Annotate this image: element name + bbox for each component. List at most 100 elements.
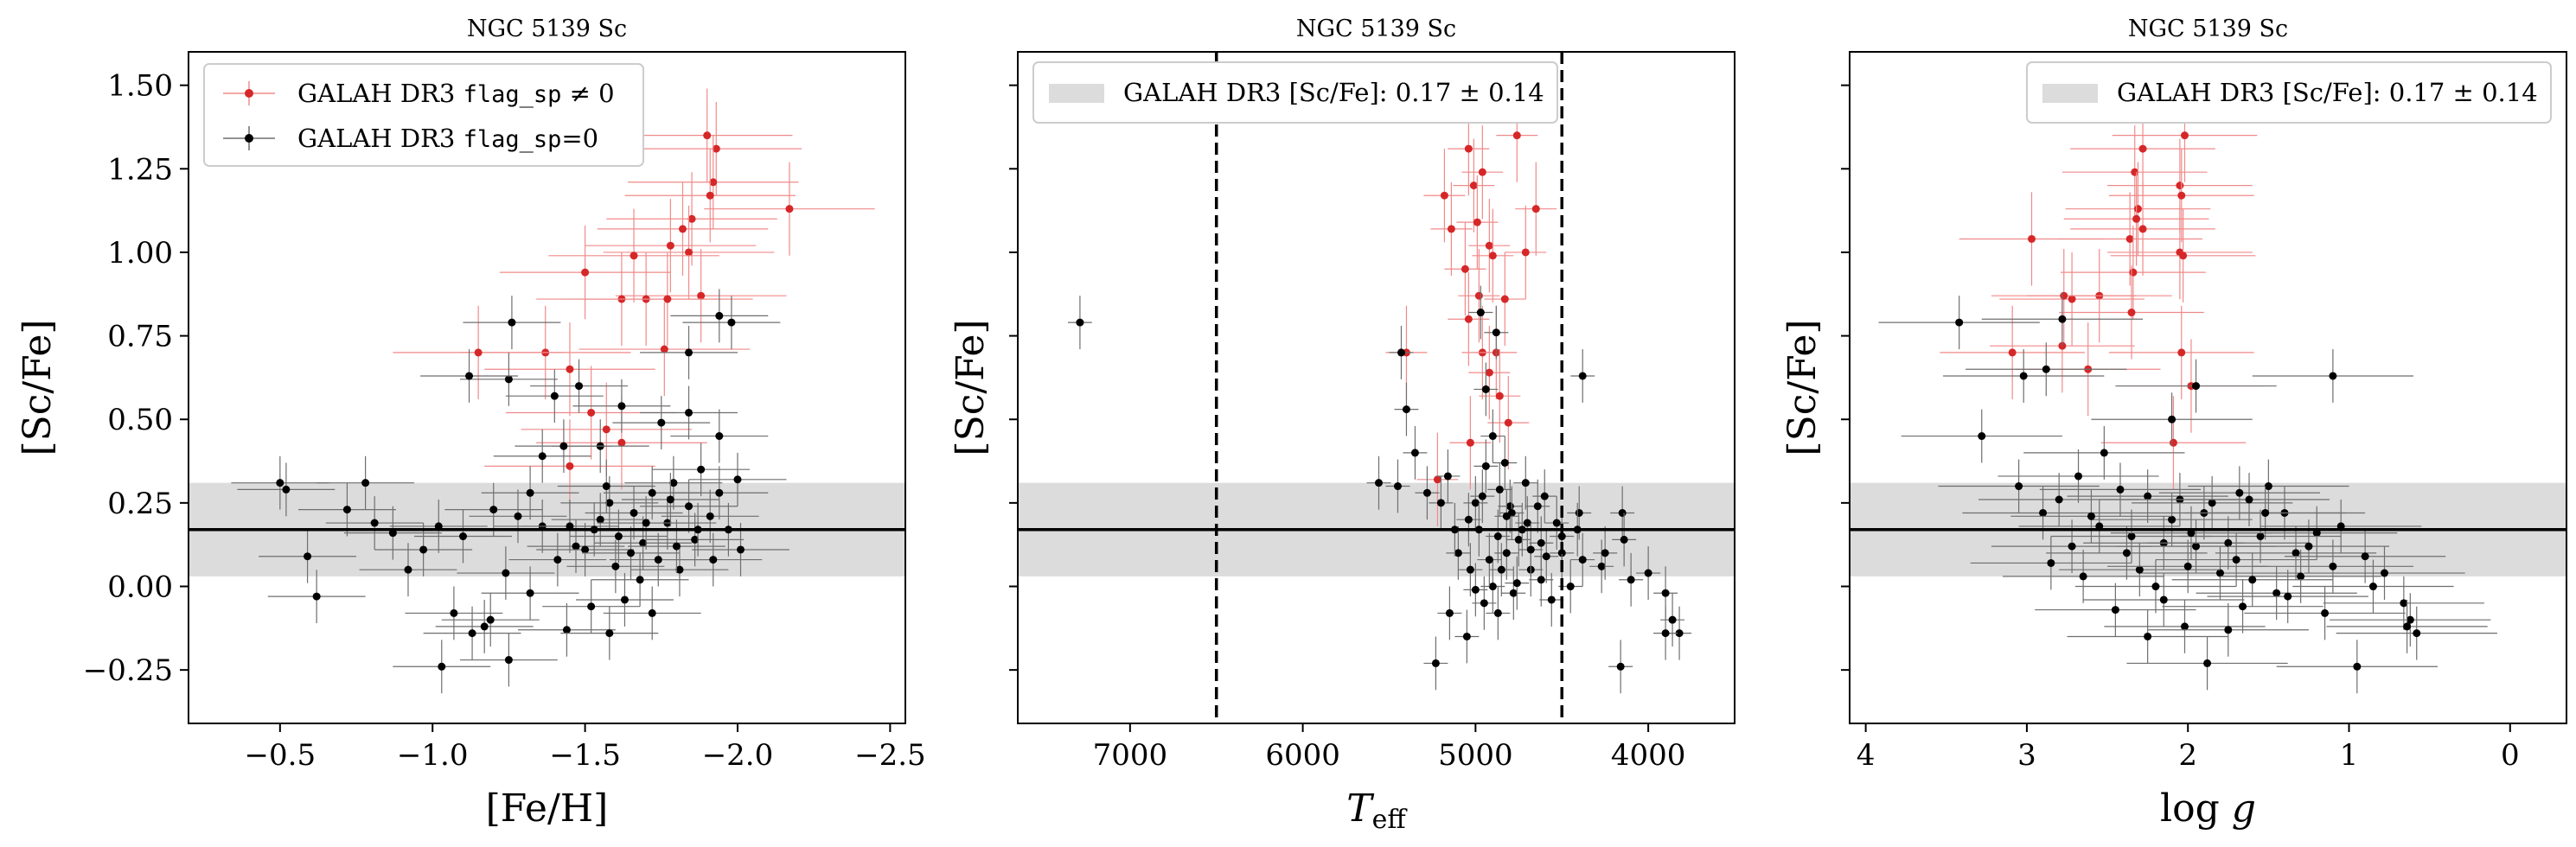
data-point (2192, 542, 2201, 551)
legend-box (2026, 61, 2552, 124)
data-point (2400, 599, 2408, 608)
data-point (1447, 225, 1455, 233)
data-point (575, 382, 584, 391)
data-point (1512, 579, 1521, 588)
data-point (1620, 535, 1628, 544)
data-point (663, 295, 672, 303)
data-point (666, 241, 674, 250)
data-point (709, 556, 718, 564)
data-point (2151, 583, 2160, 591)
data-point (1464, 315, 1473, 323)
data-point (648, 608, 656, 617)
data-point (1509, 589, 1518, 597)
data-point (2272, 589, 2281, 597)
data-point (2361, 552, 2369, 561)
data-point (2169, 438, 2177, 447)
data-point (2019, 372, 2028, 380)
x-axis-label: log g (2160, 786, 2256, 831)
data-point (2133, 205, 2142, 213)
legend-band-swatch (1049, 84, 1104, 103)
panel-1: −0.5 −1.0 −1.5 −2.0 −2.5 −0.25 0.00 0.25 0.50 0.7… (16, 16, 926, 831)
data-point (2127, 309, 2136, 317)
data-point (2239, 602, 2247, 611)
data-point (648, 488, 656, 497)
data-point (2353, 662, 2362, 671)
data-point (2042, 365, 2050, 373)
data-point (1500, 458, 1509, 467)
data-point (1521, 248, 1530, 257)
data-point (304, 552, 312, 561)
data-point (1552, 519, 1561, 527)
data-point (687, 214, 696, 223)
data-point (1547, 595, 1556, 604)
data-point (1461, 264, 1469, 273)
data-point (660, 345, 668, 353)
data-point (617, 438, 626, 447)
data-point (627, 549, 636, 557)
x-tick-label: 6000 (1265, 738, 1340, 773)
data-point (1422, 488, 1431, 497)
data-point (2008, 348, 2017, 357)
data-point (733, 475, 742, 484)
data-point (2055, 495, 2063, 504)
data-point (1473, 218, 1481, 226)
data-point (2329, 372, 2337, 380)
x-tick-label: 2 (2178, 738, 2197, 773)
data-point (581, 545, 590, 554)
data-point (1644, 569, 1652, 577)
data-point (2183, 562, 2192, 570)
x-tick-label: −0.5 (245, 738, 316, 773)
data-point (504, 656, 513, 665)
data-point (1393, 482, 1402, 491)
data-point (2203, 659, 2212, 667)
axes-frame (188, 51, 906, 724)
data-point (727, 318, 736, 327)
data-point (1445, 608, 1454, 617)
data-point (2087, 512, 2095, 520)
data-point (1481, 385, 1490, 393)
data-point (737, 545, 745, 554)
data-point (617, 402, 626, 411)
data-point (1485, 556, 1493, 564)
data-point (1462, 632, 1471, 640)
data-point (675, 565, 684, 574)
data-point (566, 462, 574, 470)
x-tick-label: −1.0 (397, 738, 469, 773)
data-point (2261, 508, 2270, 517)
data-point (1627, 576, 1635, 584)
data-point (1531, 205, 1540, 213)
data-point (1481, 462, 1490, 470)
data-point (642, 519, 650, 527)
data-point (712, 144, 720, 153)
data-point (715, 488, 724, 497)
data-point (2047, 558, 2055, 567)
y-tick-label: 1.25 (107, 152, 173, 187)
data-point (276, 479, 284, 487)
data-point (1492, 328, 1500, 337)
legend: GALAH DR3 [Sc/Fe]: 0.17 ± 0.14 (2026, 61, 2552, 124)
data-point (2058, 315, 2067, 323)
data-point (706, 191, 714, 200)
data-point (691, 535, 700, 544)
data-point (654, 556, 662, 564)
data-point (404, 565, 412, 574)
data-point (486, 615, 495, 624)
series-flagged (1385, 88, 1557, 526)
data-point (514, 512, 522, 520)
y-tick-label: 0.25 (107, 487, 173, 521)
data-point (2176, 182, 2184, 190)
data-point (465, 372, 474, 380)
data-point (1478, 492, 1486, 500)
data-point (2015, 482, 2023, 491)
data-point (2179, 252, 2188, 260)
x-tick-label: 0 (2501, 738, 2520, 773)
legend-band-swatch (2042, 84, 2098, 103)
legend-label: GALAH DR3 [Sc/Fe]: 0.17 ± 0.14 (1123, 78, 1544, 107)
y-tick-label: 1.00 (107, 236, 173, 271)
data-point (480, 622, 489, 631)
data-point (1076, 318, 1084, 327)
data-point (1495, 392, 1504, 400)
data-point (504, 375, 513, 384)
data-point (2039, 508, 2048, 517)
